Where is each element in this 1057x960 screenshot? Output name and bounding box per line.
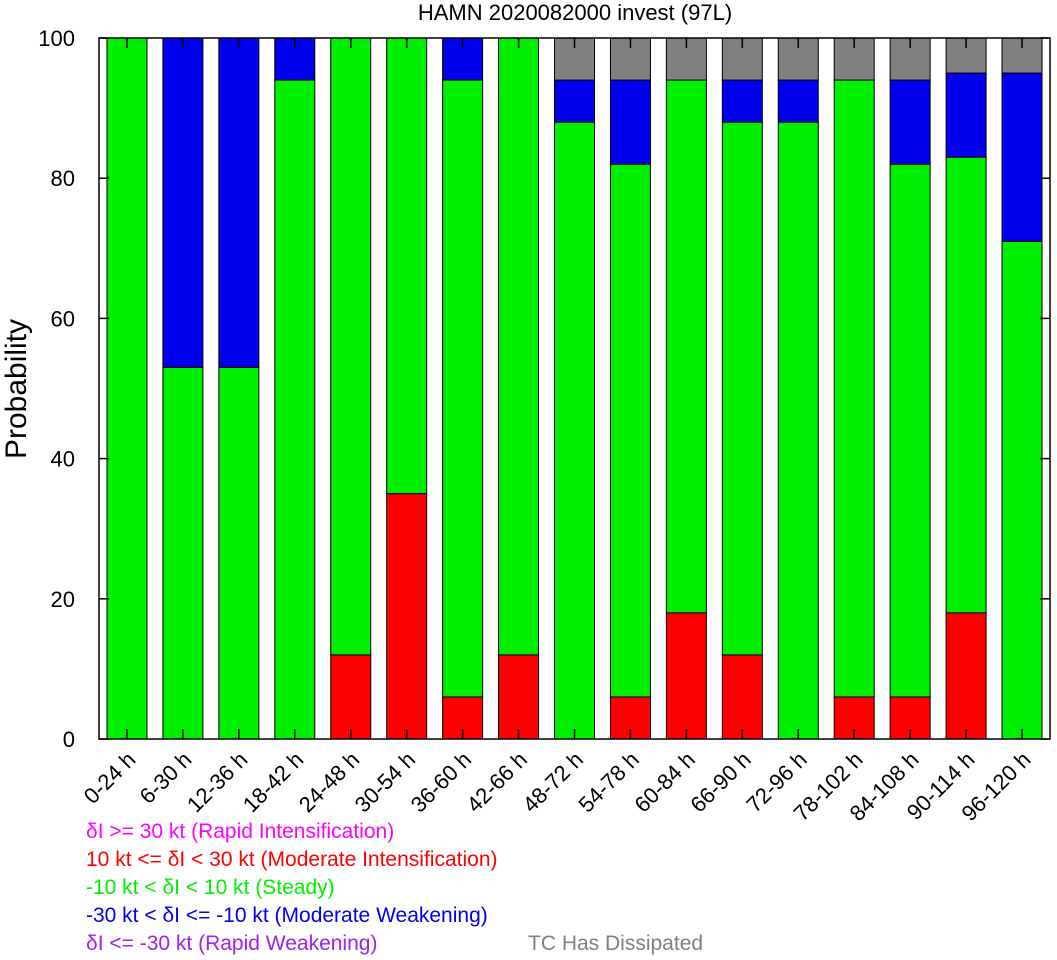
x-tick-label-2: 12-36 h: [182, 747, 252, 817]
legend-dissipated: TC Has Dissipated: [528, 932, 704, 955]
bar-segment-mi-15: [945, 612, 987, 740]
y-tick-label-40: 40: [51, 447, 75, 472]
bar-segment-mi-11: [721, 654, 763, 740]
bar-segment-steady-1: [162, 366, 204, 740]
bar-segment-mi-7: [498, 654, 540, 740]
legend-mi: 10 kt <= δI < 30 kt (Moderate Intensific…: [86, 848, 498, 871]
bar-segment-steady-5: [386, 37, 428, 495]
bar-segment-dissipated-14: [889, 37, 931, 81]
bar-segment-steady-4: [330, 37, 372, 656]
x-tick-label-0: 0-24 h: [79, 747, 141, 809]
bar-segment-mw-9: [609, 79, 651, 165]
bar-segment-mw-8: [554, 79, 595, 123]
bar-segment-steady-11: [721, 121, 763, 656]
bar-segment-steady-10: [665, 79, 707, 614]
legend-mw: -30 kt < δI <= -10 kt (Moderate Weakenin…: [86, 904, 488, 927]
bar-segment-mw-1: [162, 37, 204, 368]
bar-segment-steady-6: [442, 79, 484, 698]
bars-layer: [106, 37, 1043, 740]
x-tick-label-5: 30-54 h: [350, 747, 420, 817]
bar-segment-steady-9: [609, 163, 651, 698]
bar-segment-steady-2: [218, 366, 260, 740]
bar-segment-mw-16: [1001, 72, 1043, 242]
y-axis-label: Probability: [0, 319, 33, 459]
bar-segment-dissipated-12: [777, 37, 819, 81]
legend-steady: -10 kt < δI < 10 kt (Steady): [86, 876, 335, 899]
y-tick-label-20: 20: [51, 587, 75, 612]
bar-segment-dissipated-8: [554, 37, 595, 81]
chart-title: HAMN 2020082000 invest (97L): [418, 0, 732, 25]
bar-segment-mw-14: [889, 79, 931, 165]
bar-segment-steady-15: [945, 156, 987, 614]
bar-segment-mw-2: [218, 37, 260, 368]
x-tick-label-4: 24-48 h: [294, 747, 364, 817]
bar-segment-mi-10: [665, 612, 707, 740]
x-tick-label-10: 60-84 h: [629, 747, 699, 817]
y-tick-label-100: 100: [38, 26, 75, 51]
bar-segment-mi-4: [330, 654, 372, 740]
x-tick-label-3: 18-42 h: [238, 747, 308, 817]
y-tick-label-80: 80: [51, 166, 75, 191]
bar-segment-steady-14: [889, 163, 931, 698]
x-tick-label-9: 54-78 h: [574, 747, 644, 817]
x-tick-label-11: 66-90 h: [685, 747, 755, 817]
bar-segment-steady-12: [777, 121, 819, 740]
bar-segment-steady-16: [1001, 240, 1043, 740]
bar-segment-steady-8: [554, 121, 595, 740]
y-tick-label-60: 60: [51, 306, 75, 331]
x-tick-label-7: 42-66 h: [462, 747, 532, 817]
bar-segment-steady-3: [274, 79, 316, 740]
bar-segment-mw-15: [945, 72, 987, 158]
legend-ri: δI >= 30 kt (Rapid Intensification): [86, 820, 395, 843]
bar-segment-steady-0: [106, 37, 148, 740]
bar-segment-mi-5: [386, 493, 428, 740]
bar-segment-steady-7: [498, 37, 540, 656]
bar-segment-mw-11: [721, 79, 763, 123]
legend-rw: δI <= -30 kt (Rapid Weakening): [86, 932, 378, 955]
bar-segment-mw-12: [777, 79, 819, 123]
x-tick-label-8: 48-72 h: [518, 747, 588, 817]
y-tick-label-0: 0: [63, 727, 75, 752]
bar-segment-steady-13: [833, 79, 875, 698]
x-tick-label-6: 36-60 h: [406, 747, 476, 817]
